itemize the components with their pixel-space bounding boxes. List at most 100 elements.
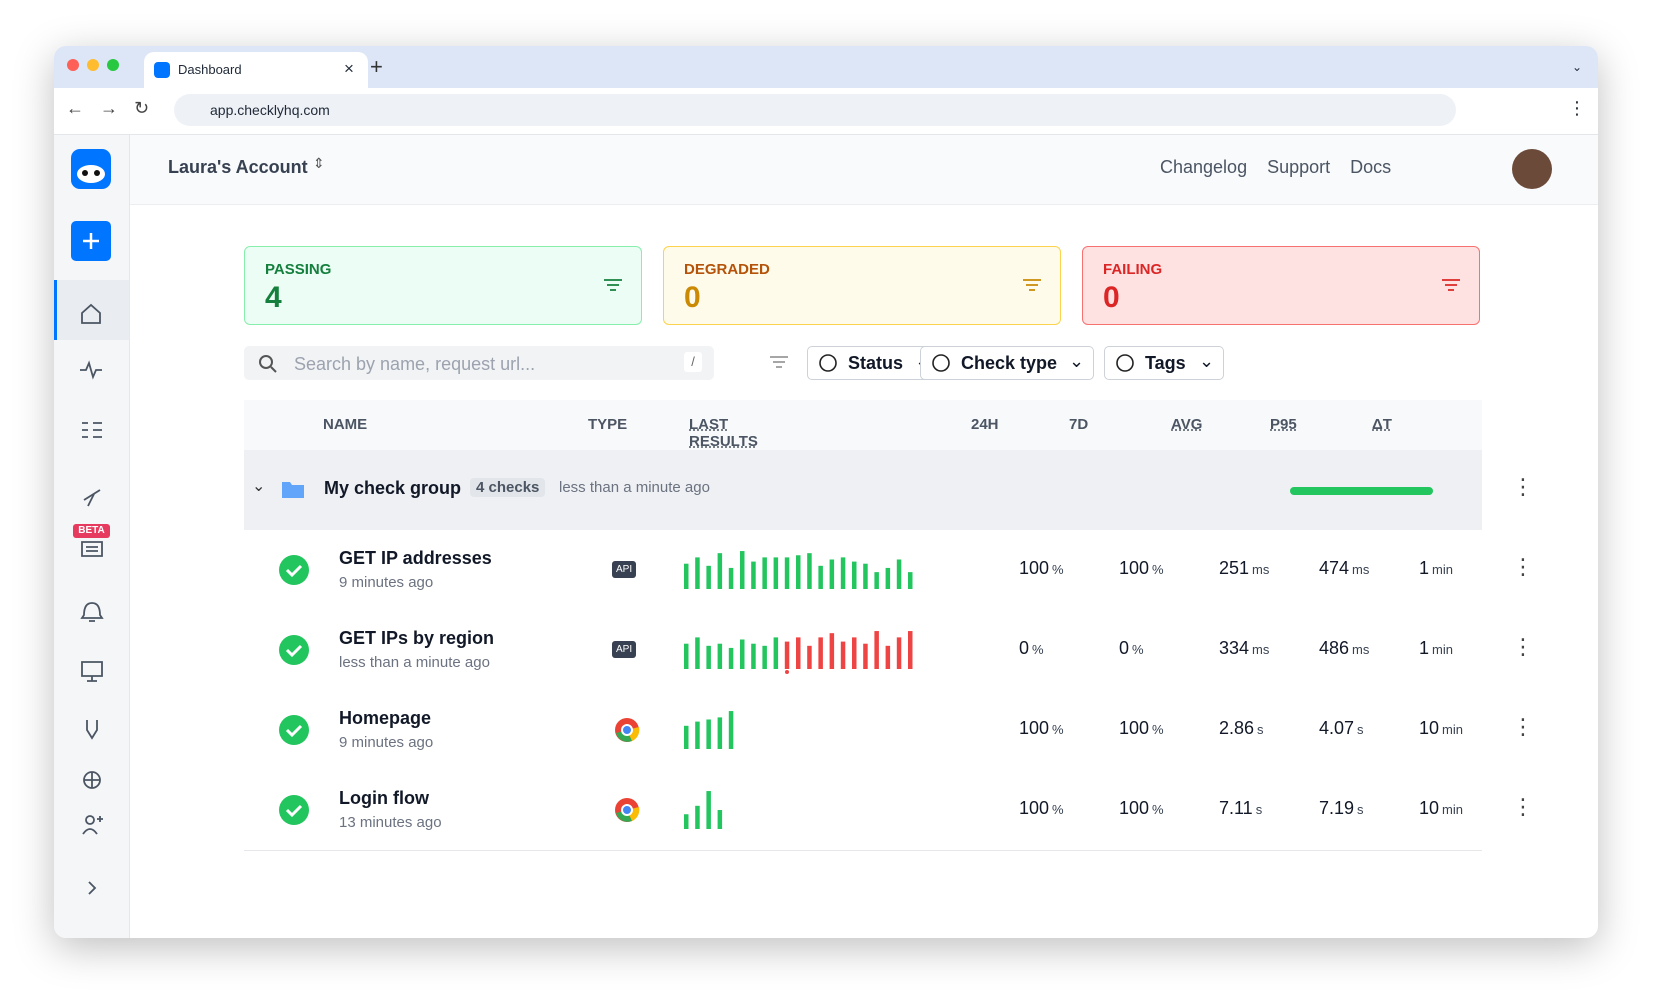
result-bar: [695, 637, 700, 669]
new-tab[interactable]: +: [370, 54, 383, 79]
status-card[interactable]: PASSING 4: [244, 246, 642, 325]
card-filter[interactable]: [1441, 277, 1461, 293]
card-filter[interactable]: [603, 277, 623, 293]
status-circle: [279, 795, 309, 825]
metric: 334 ms: [1219, 638, 1269, 659]
header-link[interactable]: Docs: [1350, 157, 1392, 177]
status-card[interactable]: FAILING 0: [1082, 246, 1480, 325]
header-link[interactable]: Support: [1267, 157, 1331, 177]
result-bar: [751, 561, 756, 589]
header-link[interactable]: Changelog: [1160, 157, 1248, 177]
metric-unit: ms: [1352, 562, 1370, 577]
nav-home-active[interactable]: [54, 280, 129, 340]
tab-close[interactable]: ×: [344, 59, 354, 78]
card-label: DEGRADED: [684, 261, 770, 278]
metric-unit: min: [1432, 562, 1453, 577]
row-menu[interactable]: ⋮: [1512, 714, 1534, 739]
result-bar: [728, 711, 734, 749]
metric: 7.19 s: [1319, 798, 1364, 819]
check-row[interactable]: GET IP addresses 9 minutes ago API 100% 100%…: [244, 530, 1534, 611]
result-bar: [773, 637, 779, 669]
metric: 2.86 s: [1219, 718, 1264, 739]
browser-icon: [615, 798, 640, 822]
metric-value: 10: [1419, 798, 1440, 818]
metric-unit: s: [1357, 722, 1364, 737]
button-icon: [1116, 354, 1134, 372]
result-bar: [784, 641, 790, 669]
icon-inner: [621, 804, 633, 816]
metric: 4.07 s: [1319, 718, 1364, 739]
column-header[interactable]: ΔT: [1372, 416, 1392, 433]
result-bar: [784, 557, 790, 589]
result-bar: [717, 717, 723, 749]
avatar[interactable]: [1512, 149, 1552, 189]
check-row[interactable]: GET IPs by region less than a minute ago A…: [244, 610, 1534, 691]
tab-menu[interactable]: ⌄: [1572, 60, 1583, 74]
sparkline: [684, 791, 723, 829]
result-bar: [863, 643, 868, 669]
metric-value: 7.11: [1219, 798, 1253, 818]
column-header[interactable]: AVG: [1171, 416, 1203, 433]
row-menu[interactable]: ⋮: [1512, 554, 1534, 579]
search-icon: [259, 355, 277, 373]
column-header[interactable]: TYPE: [588, 416, 628, 433]
filter-button[interactable]: Tags ⌄: [1104, 346, 1224, 380]
shortcut: /: [684, 352, 702, 372]
row-menu[interactable]: ⋮: [1512, 474, 1534, 499]
check-row[interactable]: Login flow 13 minutes ago 100% 100% 7.11 s 7.1…: [244, 770, 1534, 851]
search-placeholder: Search by name, request url...: [294, 354, 536, 374]
browser-menu[interactable]: ⋮: [1568, 98, 1586, 118]
column-header[interactable]: 24H: [971, 416, 999, 433]
row-menu[interactable]: ⋮: [1512, 634, 1534, 659]
icon-shape: [1116, 354, 1134, 372]
tab[interactable]: Dashboard ×: [144, 52, 368, 88]
metric: 100%: [1119, 718, 1164, 739]
result-bar: [706, 719, 711, 749]
icon-inner: [621, 724, 633, 736]
nav-icons[interactable]: [54, 280, 129, 930]
check-row[interactable]: Homepage 9 minutes ago 100% 100% 2.86 s 4.07 s 1…: [244, 690, 1534, 771]
column-header[interactable]: NAME: [323, 416, 368, 433]
account-switcher[interactable]: Laura's Account: [168, 157, 308, 177]
column-header[interactable]: LAST RESULTS: [689, 416, 758, 450]
button-label: Tags: [1145, 353, 1186, 373]
nav-buttons[interactable]: ←→↻: [66, 98, 166, 118]
address-row: ←→↻ app.checklyhq.com ⋮: [54, 88, 1598, 135]
column-header[interactable]: P95: [1270, 416, 1297, 433]
filter-button[interactable]: Check type ⌄: [920, 346, 1094, 380]
filter-button[interactable]: Status⌄: [807, 346, 940, 380]
result-bar: [695, 557, 700, 589]
status-icon: [279, 635, 309, 665]
metric-value: 7.19: [1319, 798, 1355, 818]
result-bar: [818, 637, 823, 669]
result-bar: [885, 645, 891, 669]
filter-icon[interactable]: [769, 354, 789, 370]
url-bar[interactable]: app.checklyhq.com: [174, 94, 1456, 126]
status-check: [285, 644, 303, 658]
group-row[interactable]: ⌄ My check group 4 checks less than a mi…: [244, 450, 1534, 531]
account-toggle[interactable]: ⇕: [313, 155, 325, 171]
header-links: Changelog Support Docs: [1160, 157, 1411, 178]
logo[interactable]: [71, 149, 111, 189]
result-bar: [740, 551, 745, 589]
status-card[interactable]: DEGRADED 0: [663, 246, 1061, 325]
add-button[interactable]: [71, 221, 111, 261]
row-menu[interactable]: ⋮: [1512, 794, 1534, 819]
metric: 10 min: [1419, 718, 1463, 739]
window-controls[interactable]: [66, 58, 126, 72]
search-box[interactable]: Search by name, request url... /: [244, 346, 714, 380]
card-label: PASSING: [265, 261, 332, 278]
beta-badge: BETA: [73, 524, 110, 538]
column-header[interactable]: 7D: [1069, 416, 1089, 433]
metric-value: 100: [1119, 558, 1150, 578]
result-bar: [796, 555, 801, 589]
metric-value: 4.07: [1319, 718, 1355, 738]
result-bar: [717, 810, 723, 829]
button-caret: ⌄: [1199, 351, 1215, 371]
metric: 100%: [1019, 718, 1064, 739]
check-updated: less than a minute ago: [339, 654, 490, 671]
card-filter[interactable]: [1022, 277, 1042, 293]
filter-glyph: [604, 279, 622, 291]
group-toggle[interactable]: ⌄: [252, 478, 266, 495]
result-bar: [695, 805, 700, 829]
